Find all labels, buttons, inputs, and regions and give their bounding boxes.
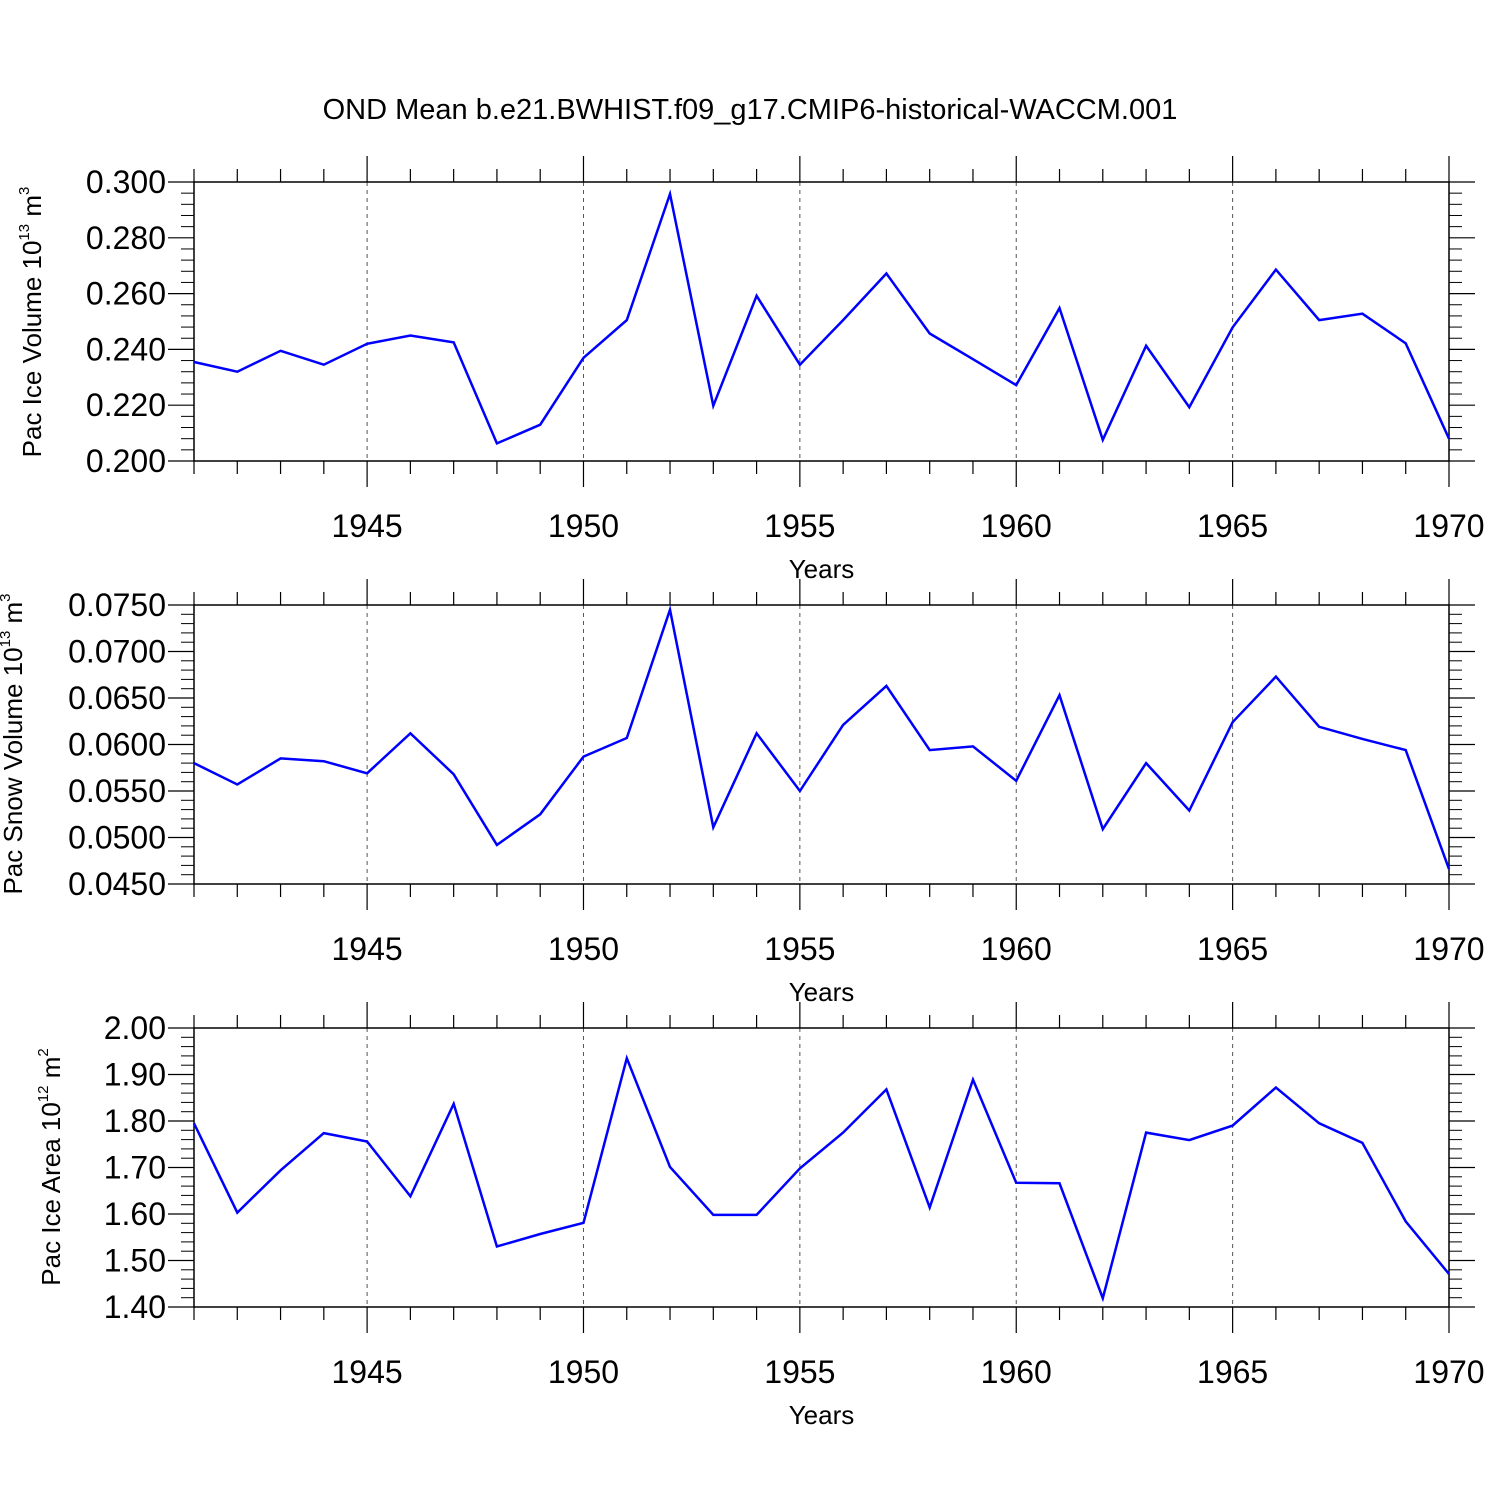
x-tick-label: 1960 bbox=[981, 508, 1052, 544]
series-line bbox=[193, 189, 1451, 446]
y-tick-label: 0.0600 bbox=[68, 727, 166, 763]
y-axis-label-part: m bbox=[0, 602, 28, 631]
y-tick-label: 0.0750 bbox=[68, 587, 166, 623]
y-tick-label: 1.90 bbox=[104, 1057, 166, 1093]
x-tick-label: 1960 bbox=[981, 931, 1052, 967]
y-axis-label-superscript: 2 bbox=[35, 1048, 52, 1056]
y-tick-label: 0.240 bbox=[86, 331, 166, 367]
x-tick-label: 1950 bbox=[548, 931, 619, 967]
plot-frame bbox=[193, 181, 1450, 462]
y-axis-label-part: Pac Snow Volume 10 bbox=[0, 647, 28, 894]
y-axis-label-superscript: 12 bbox=[35, 1085, 52, 1102]
y-tick-label: 1.50 bbox=[104, 1243, 166, 1279]
x-tick-label: 1945 bbox=[332, 1354, 403, 1390]
y-tick-label: 1.60 bbox=[104, 1196, 166, 1232]
plot-frame bbox=[193, 1027, 1450, 1308]
x-tick-label: 1950 bbox=[548, 508, 619, 544]
y-axis-label: Pac Snow Volume 1013 m3 bbox=[0, 593, 28, 894]
y-axis-label-part: Pac Ice Volume 10 bbox=[17, 241, 47, 458]
x-axis-label: Years bbox=[789, 977, 855, 1007]
x-axis-label: Years bbox=[789, 554, 855, 584]
panel-1: 0.200 0.220 0.240 0.260 0.280 0.300 1945 1950 19… bbox=[16, 156, 1485, 584]
x-tick-label: 1965 bbox=[1197, 931, 1268, 967]
y-axis-label: Pac Ice Volume 1013 m3 bbox=[16, 187, 47, 458]
y-tick-label: 0.0500 bbox=[68, 820, 166, 856]
x-tick-label: 1970 bbox=[1413, 508, 1484, 544]
x-tick-label: 1965 bbox=[1197, 508, 1268, 544]
panel-2: 0.0450 0.0500 0.0550 0.0600 0.0650 0.0700 0.07… bbox=[0, 579, 1485, 1007]
y-tick-label: 0.0550 bbox=[68, 773, 166, 809]
x-tick-label: 1945 bbox=[332, 508, 403, 544]
y-tick-label: 0.300 bbox=[86, 164, 166, 200]
y-axis-label-part: m bbox=[36, 1057, 66, 1086]
x-tick-label: 1955 bbox=[764, 931, 835, 967]
y-tick-label: 0.220 bbox=[86, 387, 166, 423]
x-tick-label: 1970 bbox=[1413, 931, 1484, 967]
y-axis-label-part: m bbox=[17, 195, 47, 224]
x-tick-label: 1955 bbox=[764, 1354, 835, 1390]
y-tick-label: 0.0700 bbox=[68, 634, 166, 670]
y-axis-label-superscript: 13 bbox=[16, 224, 33, 241]
y-tick-label: 2.00 bbox=[104, 1010, 166, 1046]
y-tick-label: 1.40 bbox=[104, 1289, 166, 1325]
y-tick-label: 0.200 bbox=[86, 443, 166, 479]
x-tick-label: 1965 bbox=[1197, 1354, 1268, 1390]
y-axis-label-superscript: 3 bbox=[16, 187, 33, 195]
y-axis-label-superscript: 13 bbox=[0, 631, 14, 648]
chart-title: OND Mean b.e21.BWHIST.f09_g17.CMIP6-hist… bbox=[323, 94, 1178, 126]
y-tick-label: 1.80 bbox=[104, 1103, 166, 1139]
x-tick-label: 1970 bbox=[1413, 1354, 1484, 1390]
y-tick-label: 0.260 bbox=[86, 276, 166, 312]
plot-frame bbox=[193, 604, 1450, 885]
y-tick-label: 0.280 bbox=[86, 220, 166, 256]
y-axis-label-part: Pac Ice Area 10 bbox=[36, 1102, 66, 1286]
y-axis-label-superscript: 3 bbox=[0, 593, 14, 601]
panel-3: 1.40 1.50 1.60 1.70 1.80 1.90 2.00 1945 1950 1955… bbox=[35, 1002, 1485, 1430]
x-tick-label: 1960 bbox=[981, 1354, 1052, 1390]
x-tick-label: 1950 bbox=[548, 1354, 619, 1390]
x-tick-label: 1955 bbox=[764, 508, 835, 544]
y-axis-label: Pac Ice Area 1012 m2 bbox=[35, 1048, 66, 1285]
y-tick-label: 1.70 bbox=[104, 1150, 166, 1186]
y-tick-label: 0.0450 bbox=[68, 866, 166, 902]
x-axis-label: Years bbox=[789, 1400, 855, 1430]
series-line bbox=[193, 604, 1451, 870]
x-tick-label: 1945 bbox=[332, 931, 403, 967]
y-tick-label: 0.0650 bbox=[68, 680, 166, 716]
series-line bbox=[192, 1054, 1450, 1303]
